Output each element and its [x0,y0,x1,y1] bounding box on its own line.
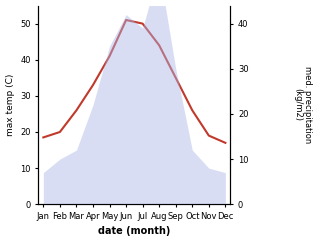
Y-axis label: med. precipitation
(kg/m2): med. precipitation (kg/m2) [293,66,313,144]
Y-axis label: max temp (C): max temp (C) [5,74,15,136]
X-axis label: date (month): date (month) [98,227,170,236]
